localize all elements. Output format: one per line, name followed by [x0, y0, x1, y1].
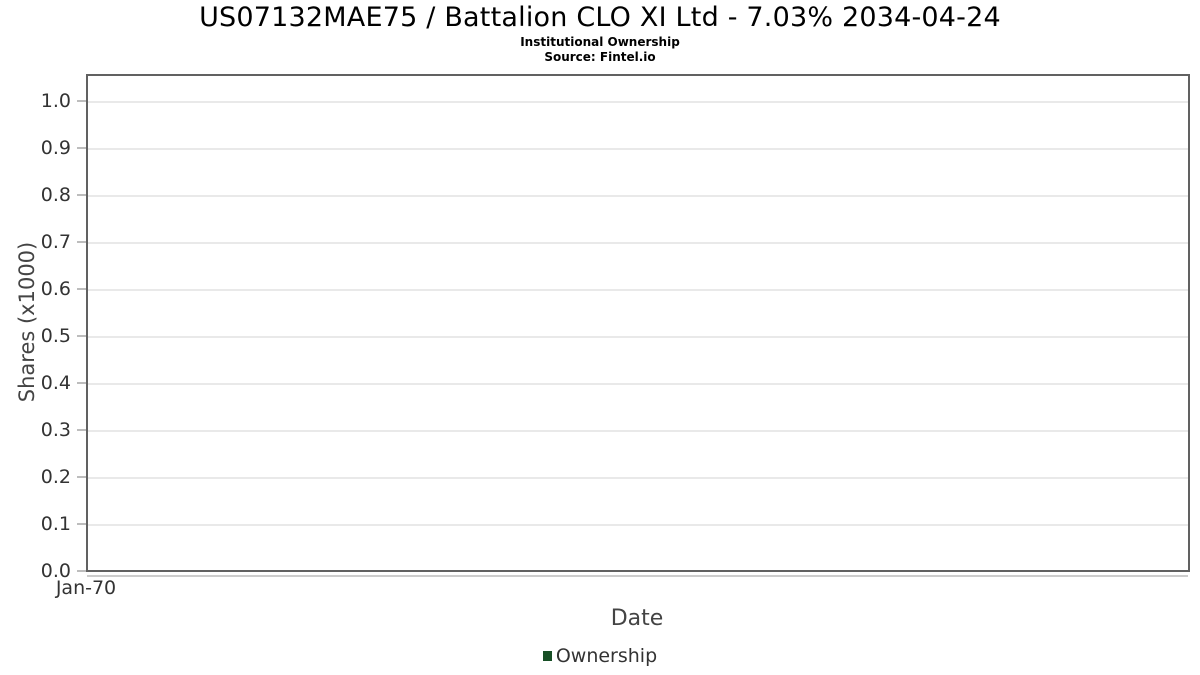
gridline	[88, 195, 1188, 197]
gridline	[88, 148, 1188, 150]
legend-swatch-icon	[542, 651, 552, 661]
y-tick-mark	[77, 335, 86, 337]
y-tick-mark	[77, 100, 86, 102]
y-tick-label: 1.0	[40, 90, 71, 112]
y-tick-label: 0.5	[40, 325, 71, 347]
y-tick-mark	[77, 382, 86, 384]
y-tick-mark	[77, 523, 86, 525]
x-tick-label: Jan-70	[55, 577, 117, 599]
gridline	[88, 289, 1188, 291]
gridline	[88, 101, 1188, 103]
x-axis-title: Date	[610, 606, 664, 631]
y-tick-label: 0.7	[40, 231, 71, 253]
y-tick-mark	[77, 429, 86, 431]
gridline	[88, 477, 1188, 479]
y-tick-mark	[77, 194, 86, 196]
y-axis-ticks: 1.0 0.9 0.8 0.7 0.6 0.5 0.4 0.3 0.2 0.1 0.0	[0, 0, 96, 675]
legend-item-ownership[interactable]: Ownership	[542, 645, 658, 667]
gridline	[88, 242, 1188, 244]
legend-item-label: Ownership	[555, 645, 658, 667]
x-axis-line	[87, 575, 1188, 577]
y-tick-mark	[77, 570, 86, 572]
chart-subtitle: Institutional Ownership	[520, 35, 680, 49]
gridline	[88, 383, 1188, 385]
chart-title: US07132MAE75 / Battalion CLO XI Ltd - 7.…	[199, 2, 1001, 33]
y-tick-mark	[77, 288, 86, 290]
y-tick-label: 0.2	[40, 466, 71, 488]
y-tick-label: 0.3	[40, 419, 71, 441]
gridline	[88, 524, 1188, 526]
chart-source-credit: Source: Fintel.io	[544, 50, 656, 64]
legend: Ownership	[0, 645, 1200, 667]
y-tick-label: 0.6	[40, 278, 71, 300]
y-tick-mark	[77, 241, 86, 243]
gridline	[88, 430, 1188, 432]
y-axis-title: Shares (x1000)	[15, 241, 39, 403]
y-tick-label: 0.0	[40, 560, 71, 582]
y-tick-label: 0.9	[40, 137, 71, 159]
plot-area	[86, 74, 1190, 572]
y-tick-mark	[77, 476, 86, 478]
y-tick-label: 0.8	[40, 184, 71, 206]
y-tick-label: 0.4	[40, 372, 71, 394]
y-tick-label: 0.1	[40, 513, 71, 535]
gridline	[88, 336, 1188, 338]
y-tick-mark	[77, 147, 86, 149]
